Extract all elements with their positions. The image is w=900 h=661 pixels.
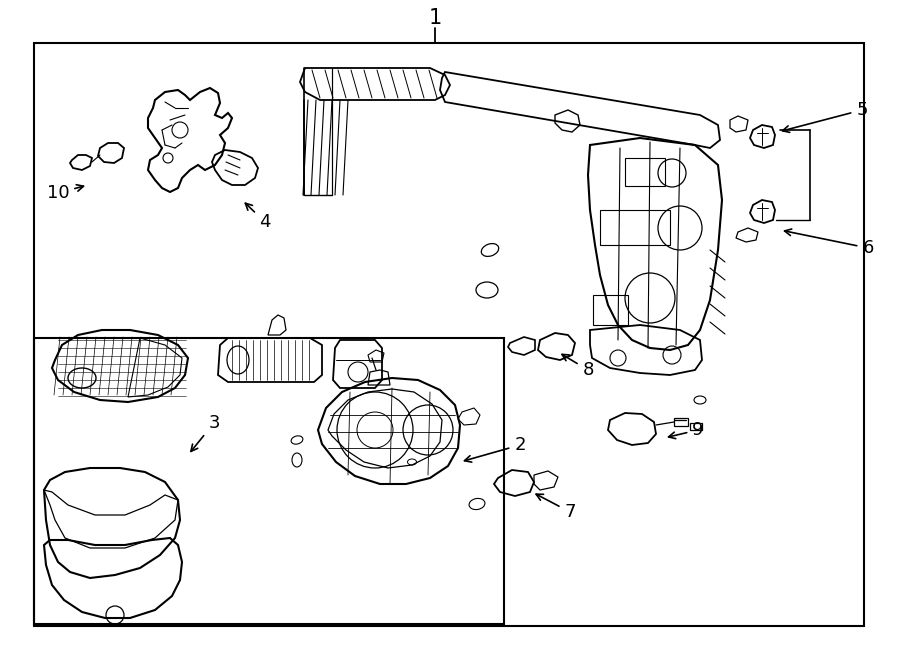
Text: 10: 10 xyxy=(47,184,84,202)
Text: 7: 7 xyxy=(536,494,576,521)
Text: 2: 2 xyxy=(464,436,526,462)
Text: 3: 3 xyxy=(191,414,220,451)
Text: 5: 5 xyxy=(782,101,868,132)
Bar xyxy=(593,295,628,325)
Text: 1: 1 xyxy=(428,8,442,28)
Text: 4: 4 xyxy=(246,203,271,231)
Text: 9: 9 xyxy=(669,421,704,439)
Text: 8: 8 xyxy=(562,354,594,379)
Bar xyxy=(600,210,670,245)
Bar xyxy=(34,43,864,626)
Bar xyxy=(674,418,688,426)
Text: 6: 6 xyxy=(785,229,874,257)
Bar xyxy=(625,158,665,186)
Bar xyxy=(690,423,702,430)
Bar xyxy=(34,338,504,624)
